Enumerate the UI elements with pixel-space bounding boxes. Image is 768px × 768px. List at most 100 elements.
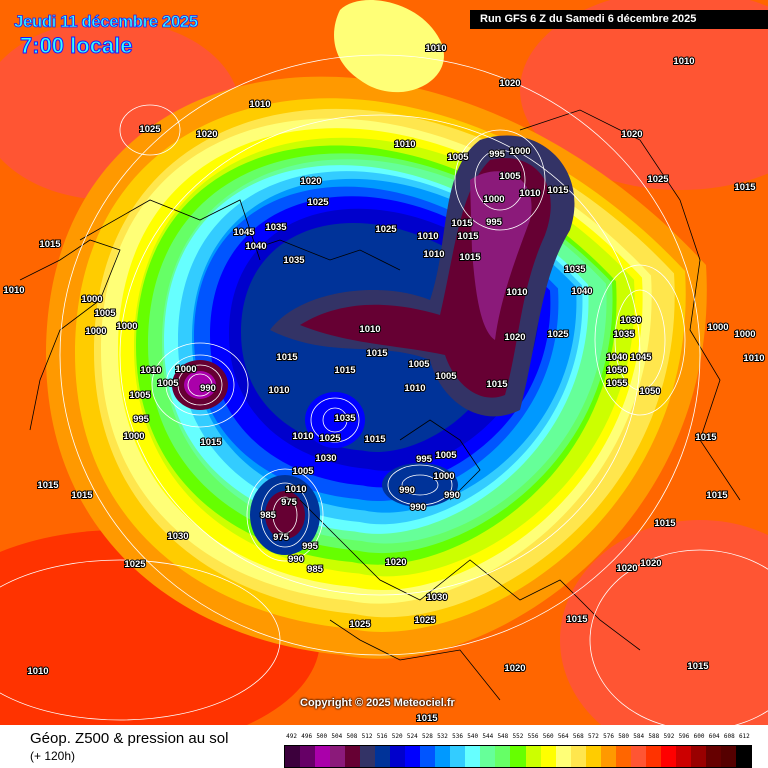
footer: Géop. Z500 & pression au sol (+ 120h) 49… bbox=[0, 725, 768, 768]
legend-colorbar bbox=[284, 745, 752, 768]
isobar-label: 1030 bbox=[426, 592, 447, 603]
isobar-label: 1040 bbox=[245, 241, 266, 252]
isobar bbox=[614, 289, 666, 391]
isobar-label: 1010 bbox=[268, 385, 289, 396]
model-run-info: Run GFS 6 Z du Samedi 6 décembre 2025 bbox=[470, 10, 768, 29]
coastlines bbox=[19, 109, 741, 701]
isobar-label: 1015 bbox=[486, 379, 508, 390]
isobar-label: 1015 bbox=[459, 252, 481, 263]
field-low bbox=[382, 463, 458, 507]
isobar-label: 985 bbox=[260, 510, 277, 521]
isobar-label: 1030 bbox=[315, 453, 336, 464]
isobar-label: 1020 bbox=[504, 663, 525, 674]
isobar-label: 1015 bbox=[71, 490, 93, 501]
legend-swatch bbox=[660, 746, 676, 767]
isobar bbox=[165, 354, 235, 416]
legend-swatch bbox=[675, 746, 691, 767]
isobar-label: 975 bbox=[273, 532, 290, 543]
isobar-label: 1020 bbox=[196, 129, 217, 140]
isobar-label: 1020 bbox=[504, 332, 525, 343]
isobar-label: 1015 bbox=[39, 239, 61, 250]
isobar-label: 990 bbox=[444, 490, 460, 501]
isobar bbox=[474, 149, 526, 211]
isobar-label: 1025 bbox=[139, 124, 161, 135]
isobar-label: 995 bbox=[489, 149, 506, 160]
coastline bbox=[249, 239, 401, 271]
isobar-label: 1015 bbox=[276, 352, 298, 363]
legend-swatch bbox=[705, 746, 721, 767]
isobar-label: 1005 bbox=[499, 171, 521, 182]
field-low bbox=[305, 392, 365, 448]
legend-swatch bbox=[405, 746, 421, 767]
isobar-label: 1005 bbox=[408, 359, 430, 370]
isobar bbox=[0, 559, 281, 721]
legend-tick: 492 bbox=[286, 733, 297, 740]
legend-swatch bbox=[690, 746, 706, 767]
isobar-label: 1040 bbox=[606, 352, 627, 363]
legend-swatch bbox=[300, 746, 316, 767]
isobar-label: 1015 bbox=[364, 434, 386, 445]
isobar-label: 1010 bbox=[3, 285, 24, 296]
isobar-label: 1010 bbox=[359, 324, 380, 335]
isobar-label: 1000 bbox=[483, 194, 504, 205]
legend-swatch bbox=[465, 746, 481, 767]
isobar-label: 1010 bbox=[423, 249, 444, 260]
isobar bbox=[401, 474, 439, 496]
field-region bbox=[520, 0, 768, 190]
isobar bbox=[59, 54, 701, 656]
isobar bbox=[177, 364, 223, 406]
isobar-label: 1000 bbox=[175, 364, 196, 375]
isobar-label: 1015 bbox=[200, 437, 222, 448]
isobar-label: 1005 bbox=[435, 371, 457, 382]
isobar-label: 1015 bbox=[687, 661, 709, 672]
legend-swatch bbox=[330, 746, 346, 767]
isobar-label: 1005 bbox=[447, 152, 469, 163]
isobar-label: 1025 bbox=[307, 197, 329, 208]
isobar-label: 1015 bbox=[706, 490, 728, 501]
isobar-label: 1015 bbox=[457, 231, 479, 242]
legend-swatch bbox=[495, 746, 511, 767]
legend-tick: 588 bbox=[648, 733, 660, 740]
isobar-label: 1025 bbox=[375, 224, 397, 235]
legend-swatch bbox=[645, 746, 661, 767]
isobar bbox=[119, 114, 641, 596]
copyright: Copyright © 2025 Meteociel.fr bbox=[300, 697, 455, 709]
legend-swatch bbox=[345, 746, 361, 767]
legend-swatch bbox=[375, 746, 391, 767]
legend-tick: 560 bbox=[542, 733, 554, 740]
legend-tick: 504 bbox=[331, 733, 343, 740]
isobar-label: 1000 bbox=[734, 329, 755, 340]
isobars bbox=[0, 54, 768, 725]
isobar-label: 1000 bbox=[85, 326, 106, 337]
legend-swatch bbox=[360, 746, 376, 767]
legend-swatch bbox=[585, 746, 601, 767]
legend-ticks: 492 496 500 504 508 512 516 520 524 528 532 536 540 5… bbox=[284, 733, 752, 743]
isobar-label: 1010 bbox=[394, 139, 415, 150]
isobar-label: 1015 bbox=[654, 518, 676, 529]
field-low bbox=[184, 371, 216, 399]
isobar-label: 1015 bbox=[695, 432, 717, 443]
forecast-date: Jeudi 11 décembre 2025 bbox=[14, 12, 199, 32]
isobar-label: 1020 bbox=[640, 558, 661, 569]
coastline bbox=[19, 239, 121, 431]
legend-tick: 592 bbox=[663, 733, 675, 740]
geopotential-field bbox=[0, 0, 768, 725]
legend-tick: 564 bbox=[557, 733, 569, 740]
isobar bbox=[310, 397, 360, 443]
legend-tick: 520 bbox=[391, 733, 403, 740]
legend-swatch bbox=[450, 746, 466, 767]
isobar bbox=[119, 104, 181, 156]
legend-swatch bbox=[420, 746, 436, 767]
legend-tick: 612 bbox=[738, 733, 750, 740]
isobar-label: 1035 bbox=[334, 413, 356, 424]
isobar-label: 1015 bbox=[451, 218, 473, 229]
isobar-label: 995 bbox=[486, 217, 503, 228]
legend-tick: 576 bbox=[603, 733, 614, 740]
coastline bbox=[519, 109, 741, 501]
isobar-label: 1015 bbox=[416, 713, 438, 724]
coastline bbox=[329, 619, 501, 701]
isobar-label: 1025 bbox=[349, 619, 371, 630]
legend-tick: 584 bbox=[633, 733, 645, 740]
legend-swatch bbox=[555, 746, 571, 767]
isobar-label: 1010 bbox=[506, 287, 527, 298]
